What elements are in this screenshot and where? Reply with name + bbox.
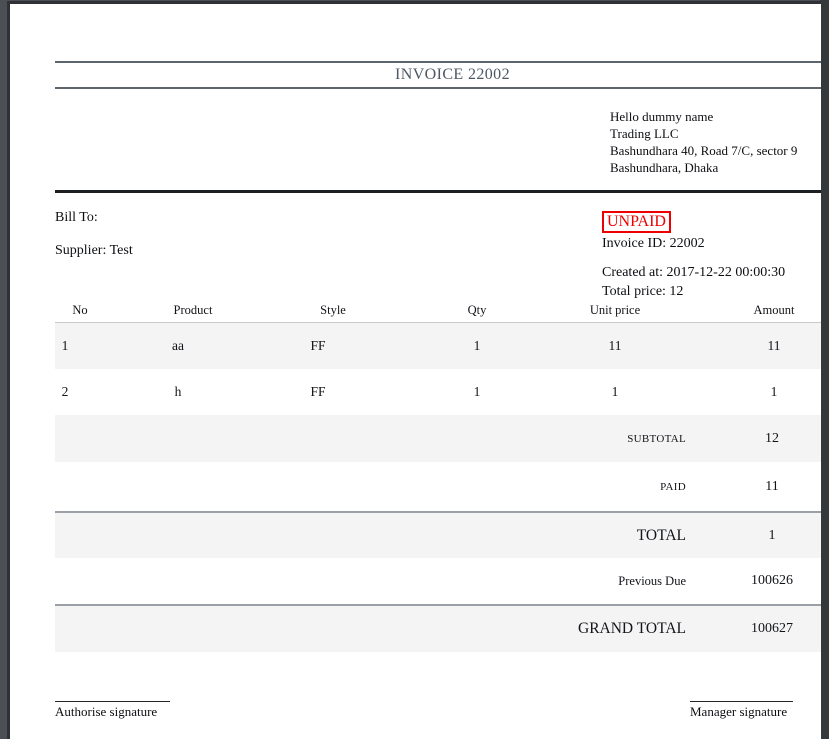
items-header-row: No Product Style Qty Unit price Amount [55, 298, 821, 323]
company-street: Bashundhara 40, Road 7/C, sector 9 [610, 142, 797, 159]
total-label: TOTAL [55, 527, 686, 545]
invoice-id-line: Invoice ID: 22002 [602, 236, 705, 252]
header-qty: Qty [385, 303, 569, 318]
company-address-block: Hello dummy name Trading LLC Bashundhara… [610, 108, 797, 176]
cell-qty: 1 [385, 384, 569, 400]
table-row: 1 aa FF 1 11 11 [55, 323, 821, 369]
cell-amount: 1 [661, 384, 821, 400]
cell-unit-price: 11 [569, 338, 661, 354]
created-at-line: Created at: 2017-12-22 00:00:30 [602, 265, 785, 281]
invoice-title: INVOICE 22002 [55, 63, 821, 87]
grand-total-label: GRAND TOTAL [55, 620, 686, 638]
total-value: 1 [686, 528, 821, 544]
header-unit-price: Unit price [569, 303, 661, 318]
subtotal-row: SUBTOTAL 12 [55, 415, 821, 462]
previous-due-label: Previous Due [55, 574, 686, 589]
cell-product: aa [90, 338, 266, 354]
invoice-page: INVOICE 22002 Hello dummy name Trading L… [10, 4, 821, 739]
title-rule-bottom [55, 87, 821, 89]
previous-due-row: Previous Due 100626 [55, 558, 821, 604]
grand-total-value: 100627 [686, 621, 821, 637]
paid-label: PAID [55, 481, 686, 493]
table-row: 2 h FF 1 1 1 [55, 369, 821, 415]
cell-unit-price: 1 [569, 384, 661, 400]
authorise-signature-line [55, 701, 170, 702]
authorise-signature-label: Authorise signature [55, 704, 157, 720]
bill-to-label: Bill To: [55, 210, 98, 226]
status-badge: UNPAID [602, 211, 671, 233]
cell-style: FF [266, 338, 370, 354]
cell-no: 2 [40, 384, 90, 400]
cell-no: 1 [40, 338, 90, 354]
company-name: Hello dummy name [610, 108, 797, 125]
manager-signature-label: Manager signature [690, 704, 787, 720]
header-divider-rule [55, 190, 821, 193]
paid-value: 11 [686, 479, 821, 495]
subtotal-value: 12 [686, 431, 821, 447]
items-table: No Product Style Qty Unit price Amount 1… [55, 298, 821, 652]
manager-signature-line [690, 701, 793, 702]
cell-amount: 11 [661, 338, 821, 354]
company-city: Bashundhara, Dhaka [610, 159, 797, 176]
viewer-frame: INVOICE 22002 Hello dummy name Trading L… [0, 0, 829, 739]
header-style: Style [281, 303, 385, 318]
grand-total-row: GRAND TOTAL 100627 [55, 604, 821, 652]
subtotal-label: SUBTOTAL [55, 433, 686, 445]
header-no: No [55, 303, 105, 318]
header-amount: Amount [661, 303, 821, 318]
paid-row: PAID 11 [55, 462, 821, 511]
previous-due-value: 100626 [686, 573, 821, 589]
supplier-line: Supplier: Test [55, 243, 133, 259]
header-product: Product [105, 303, 281, 318]
cell-qty: 1 [385, 338, 569, 354]
cell-product: h [90, 384, 266, 400]
frame-right-strip [820, 0, 829, 739]
company-org: Trading LLC [610, 125, 797, 142]
total-row: TOTAL 1 [55, 511, 821, 558]
cell-style: FF [266, 384, 370, 400]
